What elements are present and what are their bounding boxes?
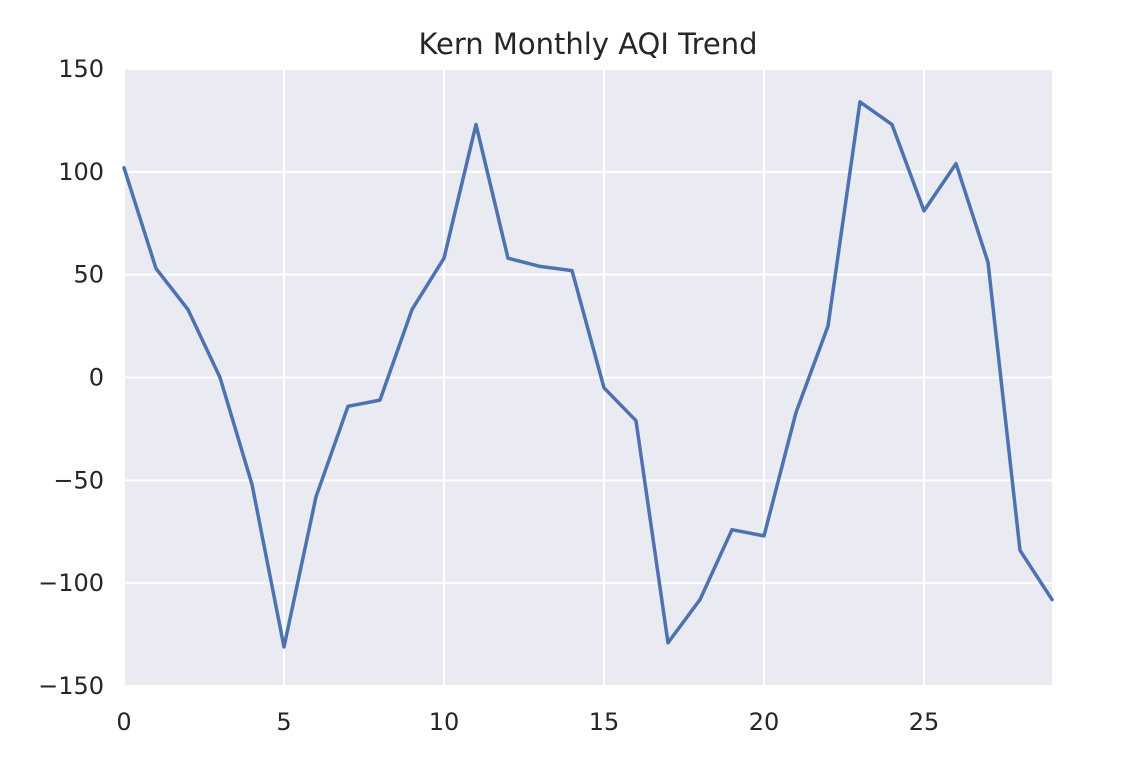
series-line [122, 100, 1054, 649]
x-tick-label: 5 [276, 708, 291, 736]
y-tick-label: 100 [58, 158, 104, 186]
y-tick-label: 50 [73, 261, 104, 289]
y-tick-label: 150 [58, 55, 104, 83]
y-tick-label: −50 [53, 466, 104, 494]
x-tick-label: 20 [749, 708, 780, 736]
x-tick-label: 10 [429, 708, 460, 736]
y-tick-label: −150 [38, 672, 104, 700]
x-tick-label: 15 [589, 708, 620, 736]
x-axis-ticks: 0 5 10 15 20 25 [116, 708, 939, 736]
y-tick-label: 0 [89, 364, 104, 392]
x-tick-label: 0 [116, 708, 131, 736]
y-axis-ticks: 150 100 50 0 −50 −100 −150 [38, 55, 104, 700]
y-tick-label: −100 [38, 569, 104, 597]
x-tick-label: 25 [909, 708, 940, 736]
chart-title: Kern Monthly AQI Trend [418, 27, 757, 61]
series-layer [122, 100, 1054, 649]
grid-lines [123, 68, 1052, 687]
